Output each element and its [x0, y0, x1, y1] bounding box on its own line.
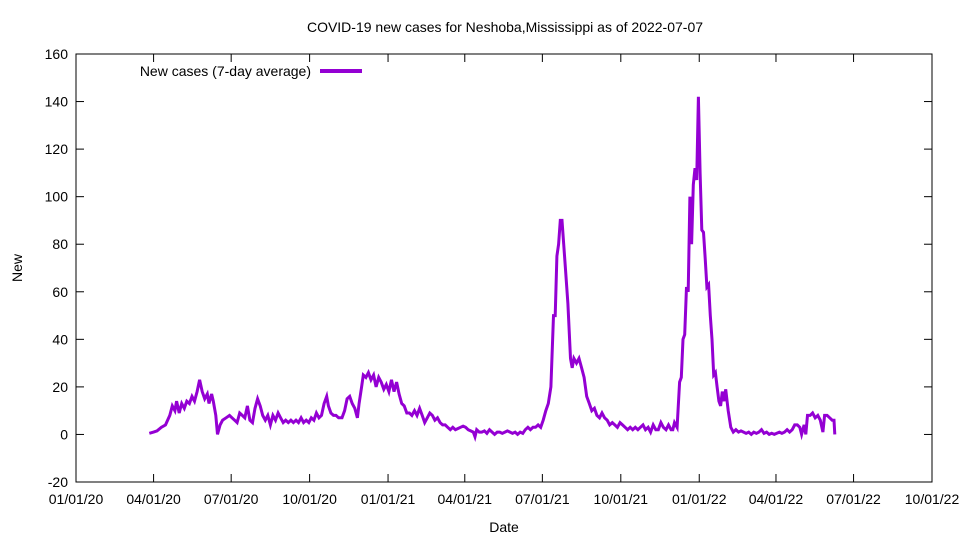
x-tick-label: 10/01/20 [282, 491, 337, 507]
y-tick-label: 40 [52, 331, 68, 347]
y-tick-label: 160 [45, 46, 69, 62]
legend-label: New cases (7-day average) [140, 63, 311, 79]
x-tick-label: 01/01/21 [361, 491, 416, 507]
x-tick-label: 07/01/20 [204, 491, 259, 507]
y-tick-label: 80 [52, 236, 68, 252]
y-tick-label: 120 [45, 141, 69, 157]
series-line-new-cases [148, 96, 837, 443]
x-tick-label: 01/01/22 [672, 491, 727, 507]
x-tick-label: 04/01/20 [126, 491, 181, 507]
y-axis-ticks: -20 0 20 40 60 80 100 120 140 160 [45, 46, 932, 490]
x-tick-label: 01/01/20 [49, 491, 104, 507]
y-tick-label: 20 [52, 379, 68, 395]
x-tick-label: 04/01/22 [749, 491, 804, 507]
y-tick-label: 100 [45, 189, 69, 205]
legend: New cases (7-day average) [140, 63, 362, 79]
y-axis-label: New [9, 253, 25, 282]
plot-frame [75, 53, 933, 483]
x-tick-label: 10/01/21 [594, 491, 649, 507]
x-axis-ticks: 01/01/20 04/01/20 07/01/20 10/01/20 01/01/21… [49, 54, 960, 507]
x-tick-label: 07/01/22 [826, 491, 881, 507]
y-tick-label: 60 [52, 284, 68, 300]
y-tick-label: -20 [48, 474, 68, 490]
x-tick-label: 10/01/22 [905, 491, 960, 507]
chart-title: COVID-19 new cases for Neshoba,Mississip… [307, 19, 703, 35]
x-tick-label: 07/01/21 [515, 491, 570, 507]
x-tick-label: 04/01/21 [438, 491, 493, 507]
y-tick-label: 0 [60, 426, 68, 442]
y-tick-label: 140 [45, 94, 69, 110]
x-axis-label: Date [489, 519, 519, 535]
